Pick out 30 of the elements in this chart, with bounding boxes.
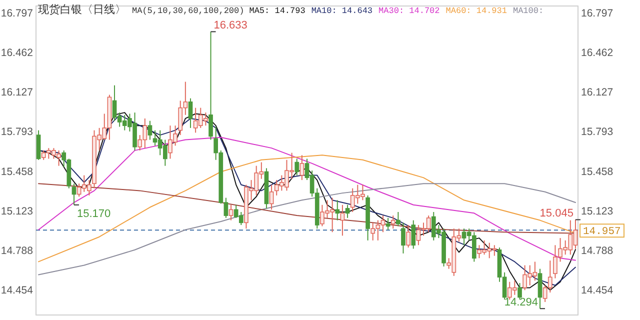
y-tick-label: 16.127 [0, 86, 34, 99]
y-tick-label: 15.123 [0, 205, 34, 218]
annotation: 15.045 [540, 208, 574, 220]
line-series [38, 136, 576, 261]
text: MA100: [512, 6, 544, 16]
annotation: 14.294 [504, 296, 538, 309]
y2-tick-label: 15.793 [581, 126, 614, 138]
y-tick-label: 14.454 [0, 284, 34, 297]
y2-tick-label: 15.123 [581, 205, 614, 218]
text: MA5: 14.793 [249, 6, 306, 16]
y-tick-label: 16.462 [0, 46, 34, 59]
ref-line-label: 14.957 [583, 226, 621, 238]
y-tick-label: 16.797 [0, 7, 34, 20]
annotation: 15.170 [76, 208, 111, 220]
text: MA10: 14.643 [311, 6, 373, 16]
chart-title: 现货白银〈日线〉 [38, 3, 126, 16]
text: MA60: 14.931 [446, 6, 507, 16]
line-series [38, 183, 576, 276]
y-tick-label: 15.458 [0, 166, 34, 178]
y2-tick-label: 15.458 [581, 166, 614, 178]
annotation: 16.633 [214, 20, 248, 32]
y2-tick-label: 16.127 [581, 86, 614, 99]
y2-tick-label: 14.788 [581, 245, 614, 258]
y2-tick-label: 16.797 [581, 7, 614, 20]
y-tick-label: 14.788 [0, 245, 34, 258]
y2-tick-label: 16.462 [581, 46, 614, 59]
legend-title: MA(5,10,30,60,100,200) [132, 6, 244, 16]
text: MA30: 14.702 [378, 6, 440, 16]
y2-tick-label: 14.454 [581, 284, 614, 297]
y-tick-label: 15.793 [0, 126, 34, 138]
